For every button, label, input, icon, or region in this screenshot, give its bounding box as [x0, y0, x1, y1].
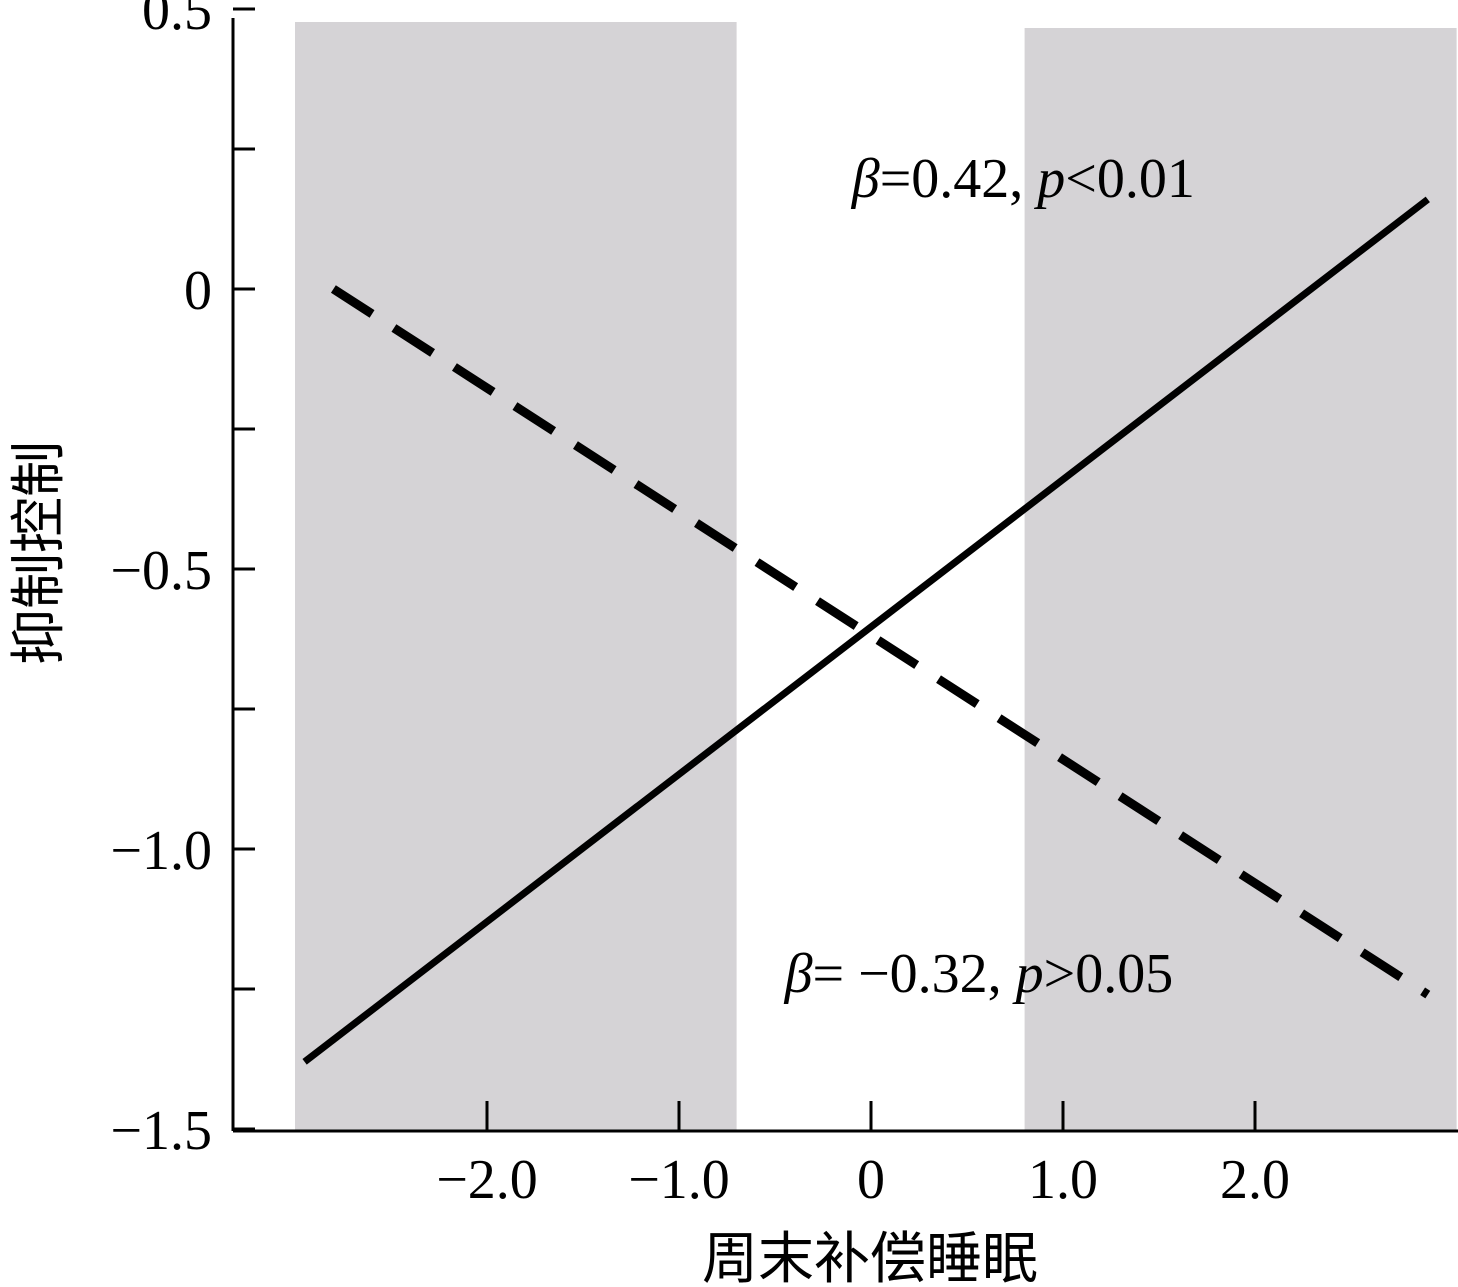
x-tick-label: −2.0: [436, 1149, 538, 1211]
annotation-2: β= −0.32, p>0.05: [784, 943, 1174, 1005]
x-axis-title: 周末补偿睡眠: [702, 1227, 1038, 1287]
p-symbol: p: [1012, 943, 1044, 1005]
x-tick-label: −1.0: [628, 1149, 730, 1211]
axes: 0.5 0 −0.5 −1.0 −1.5 −2.0 −1.0 0 1.0 2.0: [110, 0, 1458, 1211]
beta-value: = −0.32,: [812, 943, 1015, 1005]
annotation-1: β=0.42, p<0.01: [851, 148, 1195, 210]
y-tick-label: −1.5: [110, 1100, 212, 1162]
beta-value: =0.42,: [880, 148, 1038, 210]
p-value: >0.05: [1044, 943, 1174, 1005]
x-tick-label: 0: [857, 1149, 885, 1211]
beta-symbol: β: [851, 148, 880, 210]
shaded-region: [295, 22, 737, 1131]
solid-series-line: [302, 196, 1430, 1065]
x-tick-label: 1.0: [1028, 1149, 1098, 1211]
p-symbol: p: [1033, 148, 1065, 210]
shaded-region: [1024, 28, 1457, 1131]
series-lines: [302, 196, 1431, 1065]
dashed-series-line: [330, 285, 1431, 999]
y-axis-title: 抑制控制: [7, 441, 72, 665]
annotations: β=0.42, p<0.01β= −0.32, p>0.05: [784, 148, 1195, 1005]
beta-symbol: β: [784, 943, 813, 1005]
y-tick-label: 0.5: [142, 0, 212, 42]
y-tick-label: −0.5: [110, 540, 212, 602]
x-tick-label: 2.0: [1220, 1149, 1290, 1211]
y-tick-label: −1.0: [110, 820, 212, 882]
shaded-regions: [295, 22, 1457, 1131]
p-value: <0.01: [1065, 148, 1195, 210]
y-tick-label: 0: [184, 260, 212, 322]
